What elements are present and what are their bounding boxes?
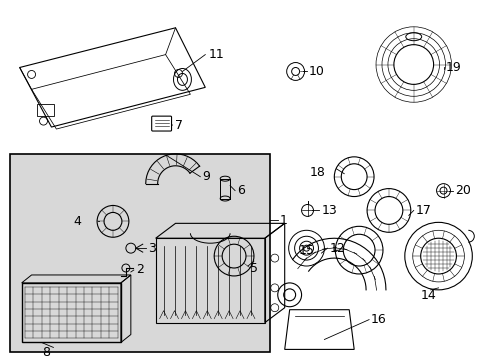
Text: 16: 16 (370, 313, 386, 326)
Text: 6: 6 (237, 184, 244, 197)
Text: 3: 3 (147, 242, 155, 255)
Text: 14: 14 (420, 289, 436, 302)
Bar (155, 238, 264, 323)
Text: 5: 5 (249, 261, 258, 275)
Text: 7: 7 (174, 118, 182, 131)
Text: 17: 17 (415, 204, 431, 217)
Text: 4: 4 (73, 215, 81, 228)
Text: 8: 8 (42, 346, 50, 359)
FancyBboxPatch shape (151, 116, 171, 131)
Text: 20: 20 (454, 184, 470, 197)
Bar (21, 283, 121, 342)
Text: 1: 1 (279, 214, 287, 227)
Text: 10: 10 (308, 65, 324, 78)
Text: 2: 2 (136, 264, 143, 276)
Text: 18: 18 (309, 166, 325, 179)
Bar (37, 104, 54, 116)
Text: 11: 11 (208, 48, 224, 61)
Text: 15: 15 (298, 244, 314, 257)
Text: 9: 9 (202, 170, 210, 183)
Text: 19: 19 (445, 61, 460, 74)
Bar (10, 154, 269, 352)
Text: 12: 12 (329, 242, 345, 255)
Text: 13: 13 (321, 204, 337, 217)
